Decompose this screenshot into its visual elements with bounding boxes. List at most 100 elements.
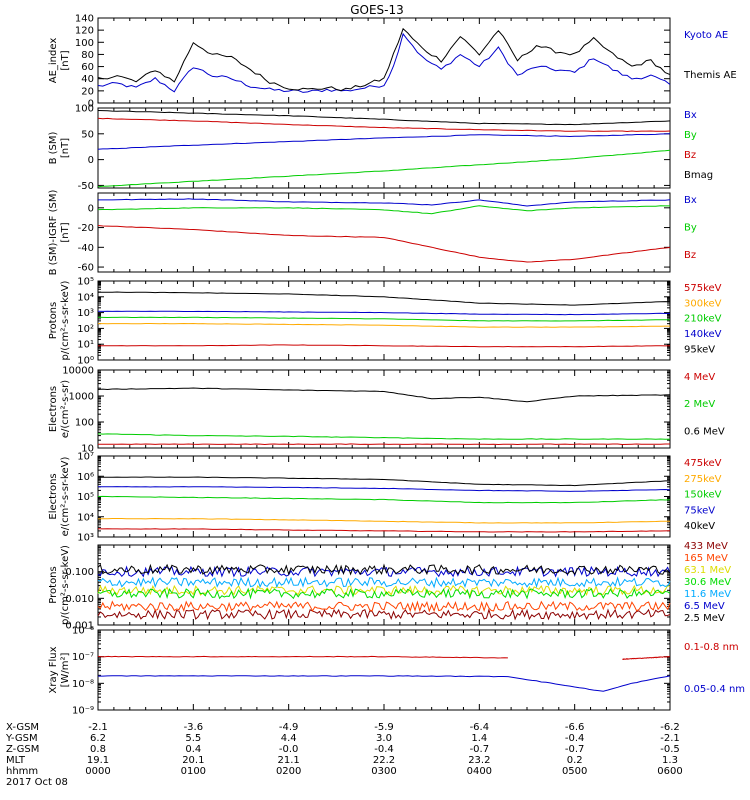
legend-label: 75keV (684, 505, 715, 516)
footer-value: 19.1 (87, 755, 109, 766)
legend-label: 165 MeV (684, 553, 728, 564)
footer-value: 1.4 (471, 733, 487, 744)
panel-7: 0.001 0.010 0.100 Protons p/(cm²-s-sr-keV) 43… (48, 541, 731, 632)
y-tick-label: 10000 (62, 366, 94, 377)
y-tick-label: 50 (81, 129, 94, 140)
legend-label: 275keV (684, 474, 722, 485)
y-tick-label: 10³ (77, 308, 94, 319)
series-line-2-mev (97, 433, 671, 440)
footer-value: 21.1 (278, 755, 300, 766)
footer-value: -5.9 (374, 722, 394, 733)
footer-value: 20.1 (182, 755, 204, 766)
footer-value: 0300 (371, 766, 396, 777)
series-line-275kev (97, 517, 670, 524)
footer-value: 0000 (85, 766, 110, 777)
series-line-40kev (98, 476, 670, 487)
y-tick-label: 60 (81, 62, 94, 73)
legend-label: 300keV (684, 298, 722, 309)
series-line-bx (98, 198, 671, 207)
series-line-475kev (97, 528, 671, 533)
y-tick-label: 0 (88, 155, 94, 166)
series-line-themis-ae (97, 27, 671, 92)
y-axis-units: p/(cm²-s-sr-keV) (60, 545, 71, 625)
legend-label: 2 MeV (684, 399, 715, 410)
series-line-150kev (97, 495, 671, 504)
series-line-by (97, 205, 670, 215)
legend-label: 4 MeV (684, 372, 715, 383)
y-tick-label: 1000 (69, 392, 94, 403)
y-tick-label: -20 (78, 223, 94, 234)
legend-label: Themis AE (683, 70, 737, 81)
y-tick-label: 0.010 (65, 594, 94, 605)
footer-value: 0.4 (185, 744, 201, 755)
footer-value: -0.7 (565, 744, 585, 755)
series-line-0-1-0-8-nm (97, 655, 508, 659)
y-axis-units: e/(cm²-s-sr) (60, 380, 71, 438)
legend-label: 0.05-0.4 nm (684, 684, 745, 695)
y-axis-units: e/(cm²-s-sr-keV) (60, 457, 71, 537)
y-tick-label: 0 (88, 99, 94, 110)
panel-2: -50 0 50 100 B (SM) [nT] Bx By Bz Bmag (48, 104, 713, 192)
footer-value: -0.7 (470, 744, 490, 755)
footer-value: 0.2 (567, 755, 583, 766)
footer-value: -2.1 (88, 722, 108, 733)
legend-label: 30.6 MeV (684, 577, 731, 588)
series-line-11-6-mev (97, 576, 671, 589)
footer-value: -0.0 (279, 744, 299, 755)
legend-label: 433 MeV (684, 541, 728, 552)
y-tick-label: -60 (78, 263, 94, 274)
footer-value: 0100 (181, 766, 206, 777)
y-tick-label: 10 (81, 444, 94, 455)
footer-value: 0600 (657, 766, 682, 777)
y-tick-label: 10⁷ (77, 452, 94, 463)
series-line-bmag (97, 110, 671, 126)
y-tick-label: 140 (75, 14, 94, 25)
y-axis-label: Electrons (48, 473, 59, 519)
footer-value: 0200 (276, 766, 301, 777)
y-tick-label: 10³ (77, 533, 94, 544)
footer-value: -3.6 (184, 722, 204, 733)
y-tick-label: 10⁻⁶ (72, 626, 94, 637)
footer-value: 0500 (562, 766, 587, 777)
date-label: 2017 Oct 08 (6, 777, 68, 788)
footer-value: -4.9 (279, 722, 299, 733)
y-axis-label: Protons (48, 566, 59, 603)
series-line-95kev (98, 291, 671, 306)
panel-frame (97, 192, 671, 273)
series-line-140kev (97, 310, 671, 316)
footer-value: -0.4 (374, 744, 394, 755)
plot-title: GOES-13 (350, 3, 404, 17)
legend-label: 150keV (684, 490, 722, 501)
series-line-575kev (97, 344, 671, 348)
y-tick-label: 100 (75, 104, 94, 115)
series-line-bz (97, 225, 671, 263)
panel-8: 10⁻⁹ 10⁻⁸ 10⁻⁷ 10⁻⁶ Xray Flux [W/m²] 0.1-0.8 n… (48, 626, 745, 717)
y-tick-label: 10² (77, 324, 94, 335)
legend-label: Bx (684, 195, 697, 206)
series-line-2-5-mev (97, 563, 671, 576)
legend-label: 11.6 MeV (684, 589, 731, 600)
footer-value: 1.3 (662, 755, 678, 766)
y-tick-label: 10⁻⁹ (72, 706, 94, 717)
y-tick-label: 10⁴ (77, 292, 94, 303)
y-tick-label: -50 (78, 181, 94, 192)
footer-value: -6.2 (660, 722, 680, 733)
y-tick-label: 0.100 (65, 567, 94, 578)
panel-frame (97, 455, 671, 538)
panel-3: -60 -40 -20 0 B (SM)-IGRF (SM) [nT] Bx By Bz (48, 190, 697, 276)
legend-label: 140keV (684, 329, 722, 340)
footer-row-label: Z-GSM (6, 744, 39, 755)
y-tick-label: 120 (75, 26, 94, 37)
panel-6: 10³ 10⁴ 10⁵ 10⁶ 10⁷ Electrons e/(cm²-s-sr-keV)… (48, 452, 722, 544)
y-tick-label: 10⁻⁷ (72, 652, 94, 663)
y-tick-label: 10⁻⁸ (72, 679, 94, 690)
series-line-0-1-0-8-nm (622, 655, 671, 661)
footer-row-label: X-GSM (6, 722, 39, 733)
legend-label: Bz (684, 250, 696, 261)
y-tick-label: 10⁶ (77, 472, 94, 483)
y-axis-units: [W/m²] (60, 652, 71, 687)
y-tick-label: 0 (88, 203, 94, 214)
footer-value: -6.4 (470, 722, 490, 733)
series-line-63-1-mev (97, 584, 671, 597)
